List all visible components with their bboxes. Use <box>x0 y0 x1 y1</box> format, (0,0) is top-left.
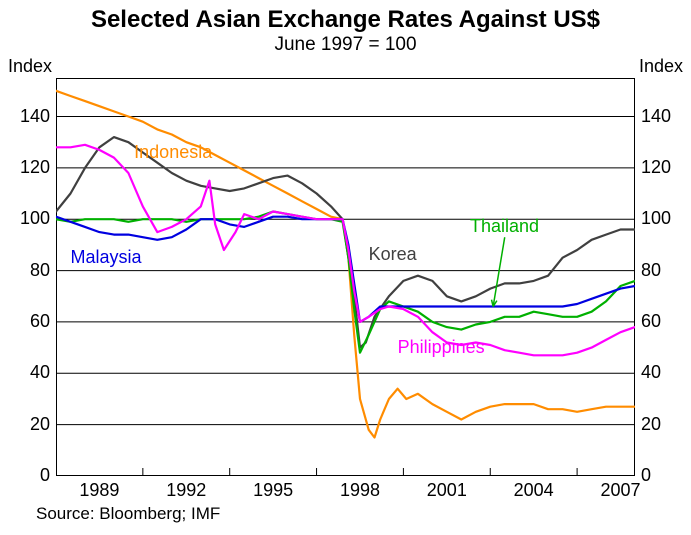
y-tick-label-right: 60 <box>641 311 661 332</box>
series-label-korea: Korea <box>369 244 417 265</box>
x-tick-label: 1998 <box>340 480 380 501</box>
chart-subtitle: June 1997 = 100 <box>0 34 691 56</box>
series-label-philippines: Philippines <box>398 337 485 358</box>
y-tick-label-right: 100 <box>641 208 671 229</box>
series-label-thailand: Thailand <box>470 216 539 237</box>
plot-area <box>56 78 635 476</box>
chart-title: Selected Asian Exchange Rates Against US… <box>0 6 691 34</box>
y-tick-label-left: 80 <box>0 260 50 281</box>
series-label-indonesia: Indonesia <box>134 142 212 163</box>
x-tick-label: 1995 <box>253 480 293 501</box>
x-tick-label: 1989 <box>79 480 119 501</box>
y-tick-label-right: 140 <box>641 106 671 127</box>
y-tick-label-left: 100 <box>0 208 50 229</box>
y-tick-label-left: 60 <box>0 311 50 332</box>
y-tick-label-right: 120 <box>641 157 671 178</box>
y-tick-label-right: 20 <box>641 414 661 435</box>
y-tick-label-left: 140 <box>0 106 50 127</box>
x-tick-label: 1992 <box>166 480 206 501</box>
y-tick-label-right: 40 <box>641 362 661 383</box>
y-axis-title-right: Index <box>639 56 683 77</box>
y-tick-label-left: 40 <box>0 362 50 383</box>
y-axis-title-left: Index <box>8 56 52 77</box>
y-tick-label-right: 0 <box>641 465 651 486</box>
x-tick-label: 2001 <box>427 480 467 501</box>
y-tick-label-left: 120 <box>0 157 50 178</box>
y-tick-label-left: 0 <box>0 465 50 486</box>
y-tick-label-left: 20 <box>0 414 50 435</box>
chart-container: Selected Asian Exchange Rates Against US… <box>0 0 691 535</box>
x-tick-label: 2007 <box>600 480 640 501</box>
source-text: Source: Bloomberg; IMF <box>36 504 220 524</box>
x-tick-label: 2004 <box>514 480 554 501</box>
y-tick-label-right: 80 <box>641 260 661 281</box>
series-label-malaysia: Malaysia <box>70 247 141 268</box>
